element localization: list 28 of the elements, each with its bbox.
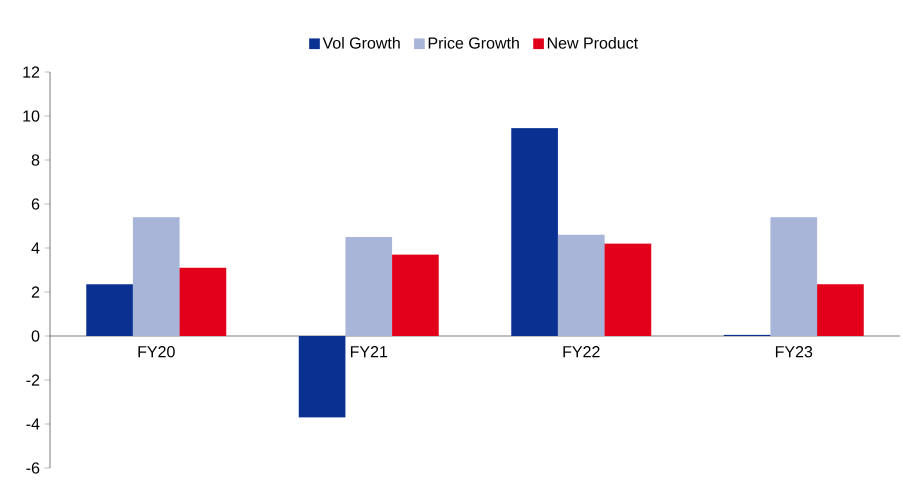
- y-tick-label: 6: [32, 198, 40, 210]
- x-tick-label: FY21: [350, 346, 388, 358]
- bar: [132, 217, 180, 336]
- y-tick-label: 8: [32, 154, 40, 166]
- y-tick-label: 2: [32, 286, 40, 298]
- legend-label: Vol Growth: [322, 36, 400, 49]
- bar: [86, 284, 133, 336]
- y-tick-label: -4: [26, 418, 40, 430]
- bar: [604, 244, 652, 336]
- bar: [392, 254, 439, 336]
- y-tick-label: -6: [26, 462, 40, 474]
- y-tick-label: 0: [32, 330, 40, 342]
- bar: [298, 336, 346, 418]
- y-tick-label: -2: [26, 374, 40, 386]
- bar: [770, 217, 818, 336]
- bar: [817, 284, 864, 336]
- y-tick-label: 12: [23, 66, 40, 78]
- legend-label: New Product: [548, 36, 638, 49]
- x-tick-label: FY20: [138, 346, 175, 358]
- bar: [558, 234, 605, 336]
- y-tick-label: 4: [31, 242, 40, 254]
- bar: [511, 128, 558, 336]
- bar: [345, 237, 392, 336]
- y-tick-label: 10: [23, 110, 40, 122]
- x-tick-label: FY22: [563, 346, 600, 358]
- bar: [180, 268, 226, 336]
- x-tick-label: FY23: [776, 346, 812, 358]
- legend-label: Price Growth: [428, 36, 519, 49]
